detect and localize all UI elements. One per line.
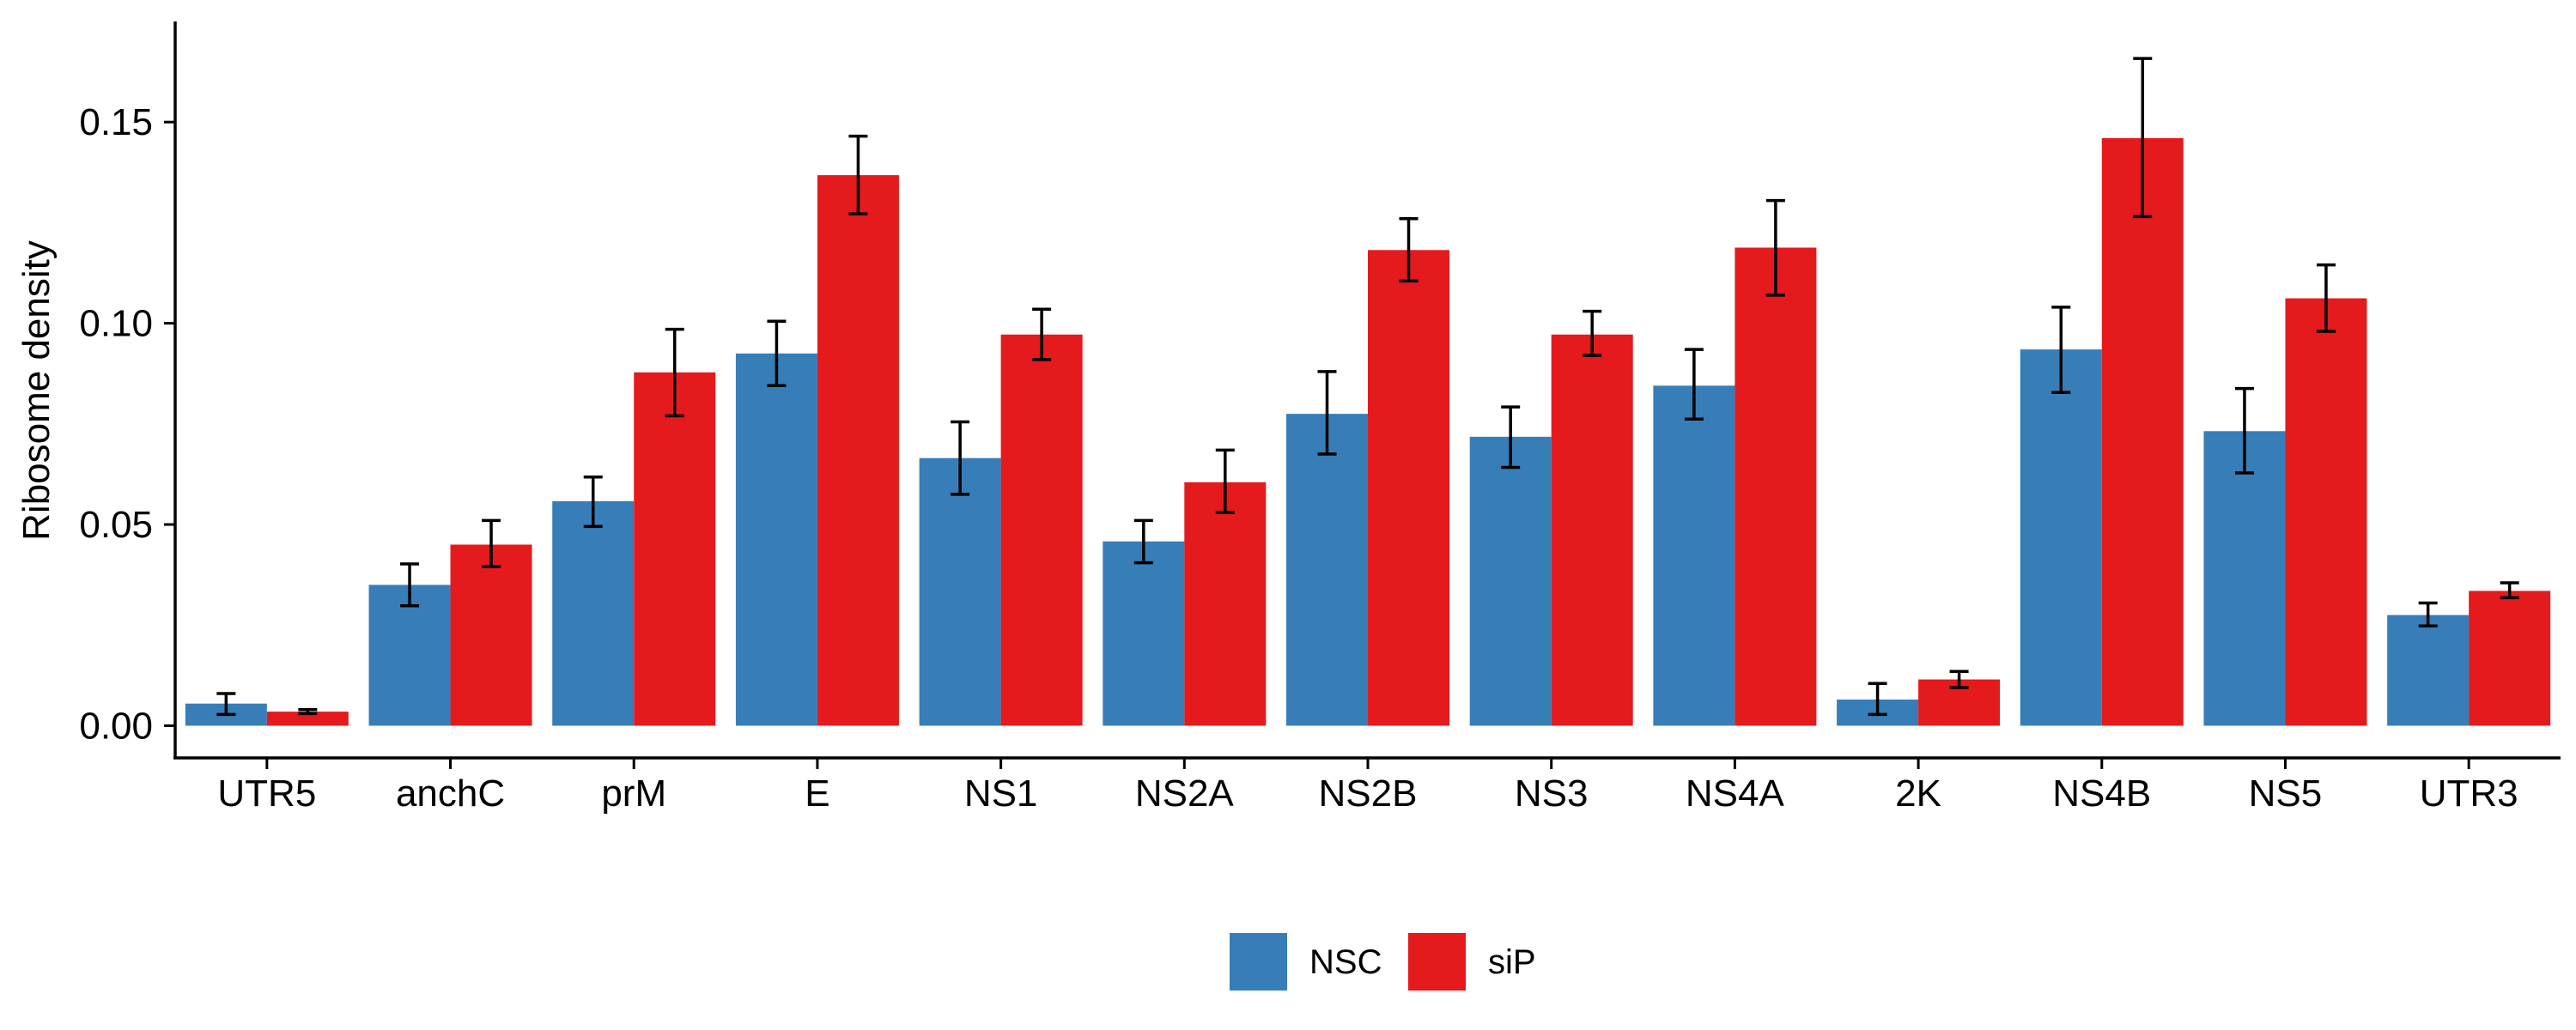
error-bar-nsc-e bbox=[767, 319, 787, 388]
x-tick-label: NS1 bbox=[964, 772, 1038, 815]
bar-nsc-prm bbox=[552, 500, 635, 726]
bar-sip-utr3 bbox=[2469, 591, 2551, 726]
bar-sip-ns4b bbox=[2101, 137, 2184, 726]
legend-item-sip: siP bbox=[1408, 933, 1536, 991]
error-bar-nsc-ns4b bbox=[2051, 306, 2071, 395]
bar-sip-utr5 bbox=[266, 712, 349, 726]
bar-sip-anchc bbox=[450, 544, 532, 726]
bar-nsc-utr3 bbox=[2387, 615, 2470, 726]
error-bar-sip-ns3 bbox=[1583, 309, 1602, 357]
error-bar-sip-ns5 bbox=[2316, 263, 2336, 333]
error-bar-sip-ns2a bbox=[1215, 448, 1235, 514]
y-tick-label: 0.10 bbox=[79, 303, 153, 345]
error-bar-nsc-anchc bbox=[400, 562, 420, 608]
error-bar-nsc-2k bbox=[1868, 682, 1887, 717]
error-bar-nsc-utr5 bbox=[216, 692, 236, 717]
bar-nsc-ns5 bbox=[2203, 431, 2286, 726]
x-tick-label: UTR3 bbox=[2420, 772, 2518, 815]
error-bar-nsc-ns5 bbox=[2234, 386, 2254, 475]
y-tick-label: 0.00 bbox=[79, 705, 153, 747]
x-tick-label: NS4B bbox=[2052, 772, 2151, 815]
x-tick-label: anchC bbox=[396, 772, 505, 815]
bar-nsc-ns1 bbox=[919, 457, 1001, 726]
x-tick-label: E bbox=[805, 772, 829, 815]
y-tick-label: 0.05 bbox=[79, 504, 153, 546]
y-axis: 0.00 0.05 0.10 0.15 bbox=[79, 101, 175, 747]
error-bar-nsc-ns3 bbox=[1501, 405, 1521, 470]
x-tick-label: NS3 bbox=[1515, 772, 1589, 815]
bar-sip-ns3 bbox=[1551, 334, 1633, 726]
x-tick-label: NS2B bbox=[1319, 772, 1418, 815]
y-axis-title: Ribosome density bbox=[15, 240, 58, 541]
bar-nsc-ns4b bbox=[2020, 349, 2102, 726]
bar-nsc-e bbox=[735, 353, 817, 726]
error-bar-sip-ns1 bbox=[1032, 307, 1052, 361]
bar-sip-ns4a bbox=[1735, 247, 1817, 726]
legend-swatch bbox=[1230, 933, 1287, 991]
error-bar-sip-e bbox=[848, 134, 868, 215]
bar-sip-ns5 bbox=[2285, 298, 2367, 726]
bar-nsc-ns3 bbox=[1469, 436, 1552, 726]
error-bar-sip-prm bbox=[665, 327, 684, 418]
error-bar-sip-ns4b bbox=[2133, 57, 2153, 219]
bar-sip-e bbox=[817, 175, 899, 726]
error-bar-sip-2k bbox=[1949, 670, 1969, 689]
bar-nsc-anchc bbox=[368, 585, 451, 726]
error-bar-nsc-ns4a bbox=[1684, 348, 1704, 421]
bar-nsc-ns2a bbox=[1103, 541, 1185, 726]
error-bar-nsc-ns1 bbox=[951, 420, 970, 496]
bars-layer bbox=[185, 137, 2551, 726]
x-tick-label: prM bbox=[601, 772, 666, 815]
error-bar-nsc-ns2a bbox=[1133, 518, 1153, 565]
error-bar-nsc-ns2b bbox=[1317, 370, 1337, 456]
error-bars-layer bbox=[216, 57, 2519, 717]
bar-sip-ns1 bbox=[1000, 334, 1083, 726]
legend-label: siP bbox=[1488, 943, 1536, 981]
x-tick-label: 2K bbox=[1895, 772, 1941, 815]
x-tick-label: NS5 bbox=[2249, 772, 2323, 815]
error-bar-sip-ns2b bbox=[1399, 216, 1419, 283]
bar-sip-ns2b bbox=[1368, 250, 1449, 726]
x-tick-label: NS2A bbox=[1135, 772, 1235, 815]
error-bar-sip-anchc bbox=[482, 518, 501, 569]
legend: NSC siP bbox=[1230, 933, 1536, 991]
legend-item-nsc: NSC bbox=[1230, 933, 1382, 991]
x-tick-label: NS4A bbox=[1686, 772, 1785, 815]
bar-sip-ns2a bbox=[1184, 482, 1267, 726]
error-bar-sip-utr5 bbox=[298, 707, 318, 716]
legend-swatch bbox=[1408, 933, 1466, 991]
bar-nsc-ns2b bbox=[1286, 414, 1368, 726]
error-bar-sip-utr3 bbox=[2500, 581, 2519, 600]
y-tick-label: 0.15 bbox=[79, 101, 153, 143]
error-bar-nsc-utr3 bbox=[2418, 601, 2438, 627]
bar-nsc-ns4a bbox=[1653, 385, 1735, 726]
error-bar-nsc-prm bbox=[583, 475, 603, 529]
x-tick-label: UTR5 bbox=[217, 772, 316, 815]
legend-label: NSC bbox=[1309, 943, 1382, 981]
bar-sip-prm bbox=[634, 372, 716, 726]
x-axis: UTR5 anchC prM E NS1 NS2A NS2B NS3 NS4A 2K NS4B NS5… bbox=[217, 758, 2518, 815]
error-bar-sip-ns4a bbox=[1765, 198, 1785, 297]
